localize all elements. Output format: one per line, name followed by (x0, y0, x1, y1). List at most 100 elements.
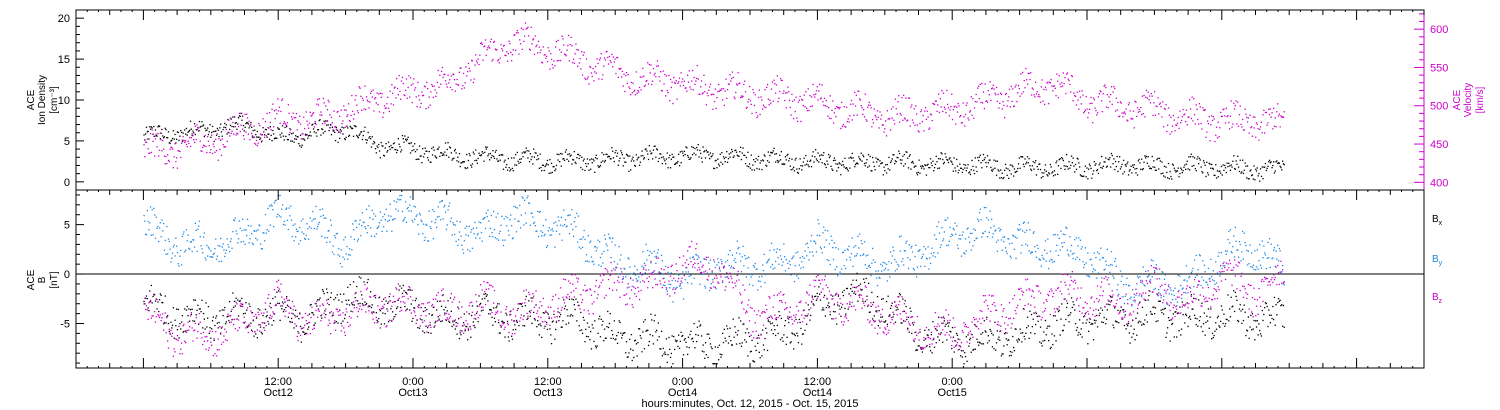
density-point (579, 155, 581, 157)
density-point (972, 165, 974, 168)
velocity-point (225, 128, 227, 131)
bx-point (917, 345, 919, 347)
by-point (533, 222, 535, 225)
density-point (1262, 178, 1264, 180)
density-point (1197, 156, 1199, 158)
density-point (496, 158, 498, 160)
density-point (999, 177, 1001, 179)
density-point (1279, 165, 1281, 167)
density-point (1236, 163, 1238, 165)
velocity-point (362, 99, 364, 101)
velocity-point (1150, 93, 1152, 95)
density-point (317, 129, 320, 131)
density-point (1231, 166, 1233, 168)
density-point (485, 148, 487, 150)
by-point (328, 230, 330, 232)
velocity-point (644, 84, 646, 86)
bx-point (185, 330, 187, 332)
velocity-point (796, 117, 798, 119)
by-point (563, 209, 565, 211)
bx-point (1143, 323, 1145, 326)
velocity-point (394, 86, 396, 88)
velocity-point (1048, 81, 1051, 83)
velocity-point (1076, 91, 1078, 93)
velocity-point (1003, 104, 1005, 107)
density-point (715, 159, 717, 162)
by-point (393, 200, 395, 202)
density-point (1274, 170, 1276, 172)
bx-point (890, 305, 893, 307)
bx-point (1117, 309, 1119, 311)
by-point (307, 228, 309, 230)
velocity-point (180, 156, 182, 159)
density-point (441, 154, 443, 157)
velocity-point (1021, 93, 1023, 95)
velocity-point (1020, 73, 1022, 75)
by-point (215, 258, 218, 260)
bx-point (1061, 330, 1064, 332)
density-point (978, 156, 981, 158)
bx-point (803, 309, 805, 311)
bx-point (1035, 323, 1037, 326)
by-point (233, 219, 236, 222)
density-point (458, 153, 461, 155)
velocity-point (546, 60, 549, 63)
by-point (446, 224, 448, 226)
bx-point (1041, 345, 1043, 347)
bx-point (1089, 318, 1091, 320)
velocity-point (652, 80, 654, 82)
density-point (330, 134, 333, 136)
velocity-point (499, 57, 501, 59)
velocity-point (894, 123, 896, 125)
density-point (1040, 177, 1042, 179)
velocity-point (1193, 114, 1196, 116)
bx-point (278, 302, 280, 305)
by-point (595, 250, 597, 252)
by-point (718, 261, 720, 264)
bx-point (1127, 322, 1130, 325)
velocity-point (171, 148, 174, 150)
bx-point (874, 320, 876, 322)
bx-point (426, 308, 428, 311)
density-point (1247, 178, 1249, 180)
density-point (738, 155, 740, 157)
velocity-point (605, 51, 607, 53)
density-point (536, 159, 538, 161)
velocity-point (309, 111, 311, 113)
bx-point (524, 305, 527, 307)
by-point (230, 238, 232, 240)
velocity-point (196, 124, 198, 126)
velocity-point (271, 108, 273, 110)
density-point (457, 156, 459, 158)
bx-point (919, 331, 921, 333)
by-point (440, 219, 442, 221)
velocity-point (704, 84, 707, 86)
by-point (264, 240, 266, 242)
velocity-point (1283, 111, 1285, 113)
density-point (746, 165, 748, 167)
bx-point (1189, 318, 1192, 320)
bx-point (557, 311, 559, 313)
velocity-point (378, 111, 381, 113)
bx-point (800, 327, 802, 330)
by-point (668, 283, 670, 285)
bx-point (701, 350, 703, 352)
bx-point (926, 334, 928, 336)
bx-point (1194, 317, 1196, 319)
density-point (495, 149, 497, 152)
bx-point (1145, 299, 1147, 301)
velocity-point (1207, 120, 1209, 122)
density-point (779, 159, 782, 161)
bx-point (600, 318, 602, 320)
density-point (714, 160, 716, 162)
velocity-point (1053, 85, 1056, 87)
density-point (264, 128, 267, 131)
density-point (797, 171, 799, 174)
density-point (509, 170, 511, 172)
density-point (422, 148, 424, 150)
bx-point (577, 301, 579, 303)
density-point (400, 149, 403, 151)
bx-point (1123, 309, 1125, 311)
density-point (901, 159, 903, 161)
velocity-point (952, 109, 954, 111)
